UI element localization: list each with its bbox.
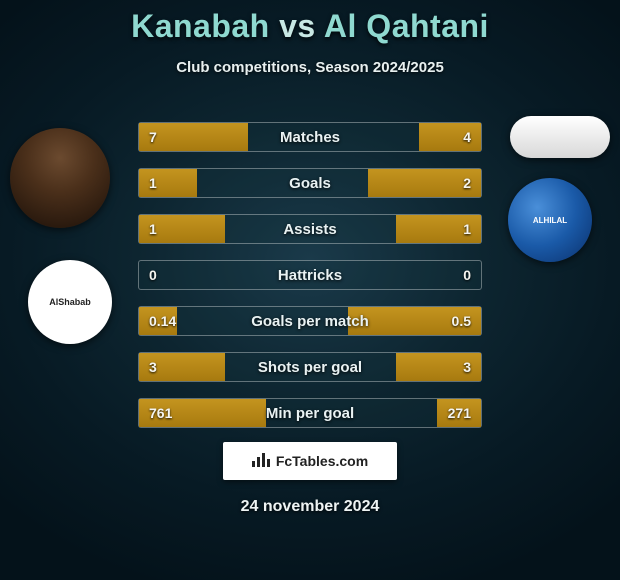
stat-row: 11Assists bbox=[138, 214, 482, 244]
title-vs: vs bbox=[279, 8, 316, 44]
page-title: Kanabah vs Al Qahtani bbox=[0, 8, 620, 45]
club2-logo: ALHILAL bbox=[508, 178, 592, 262]
site-name: FcTables.com bbox=[276, 453, 368, 469]
stat-value-right: 2 bbox=[453, 169, 481, 197]
subtitle: Club competitions, Season 2024/2025 bbox=[0, 59, 620, 76]
stat-label: Hattricks bbox=[139, 261, 481, 289]
club1-logo: AlShabab bbox=[28, 260, 112, 344]
club2-logo-text: ALHILAL bbox=[533, 216, 567, 225]
stat-value-left: 761 bbox=[139, 399, 182, 427]
player2-avatar bbox=[510, 116, 610, 158]
stat-row: 0.140.5Goals per match bbox=[138, 306, 482, 336]
site-badge: FcTables.com bbox=[223, 442, 397, 480]
title-player2: Al Qahtani bbox=[324, 8, 489, 44]
stat-value-right: 0.5 bbox=[442, 307, 481, 335]
stat-row: 74Matches bbox=[138, 122, 482, 152]
footer-date: 24 november 2024 bbox=[0, 498, 620, 516]
stat-value-left: 1 bbox=[139, 169, 167, 197]
stat-row: 0 0Hattricks bbox=[138, 260, 482, 290]
content-root: Kanabah vs Al Qahtani Club competitions,… bbox=[0, 0, 620, 580]
player1-avatar bbox=[10, 128, 110, 228]
stat-value-right: 3 bbox=[453, 353, 481, 381]
stat-value-left: 0 bbox=[139, 261, 167, 289]
stat-row: 761271Min per goal bbox=[138, 398, 482, 428]
stat-value-left: 0.14 bbox=[139, 307, 186, 335]
stat-row: 33Shots per goal bbox=[138, 352, 482, 382]
title-player1: Kanabah bbox=[131, 8, 270, 44]
stat-value-right: 1 bbox=[453, 215, 481, 243]
stat-value-left: 7 bbox=[139, 123, 167, 151]
stat-value-left: 1 bbox=[139, 215, 167, 243]
stat-value-right: 4 bbox=[453, 123, 481, 151]
stat-value-right: 271 bbox=[438, 399, 481, 427]
stat-value-right: 0 bbox=[453, 261, 481, 289]
club1-logo-text: AlShabab bbox=[49, 297, 91, 307]
stats-container: 74Matches12Goals11Assists00Hattricks0.14… bbox=[138, 122, 482, 444]
stat-value-left: 3 bbox=[139, 353, 167, 381]
chart-icon bbox=[252, 451, 270, 472]
stat-row: 12Goals bbox=[138, 168, 482, 198]
